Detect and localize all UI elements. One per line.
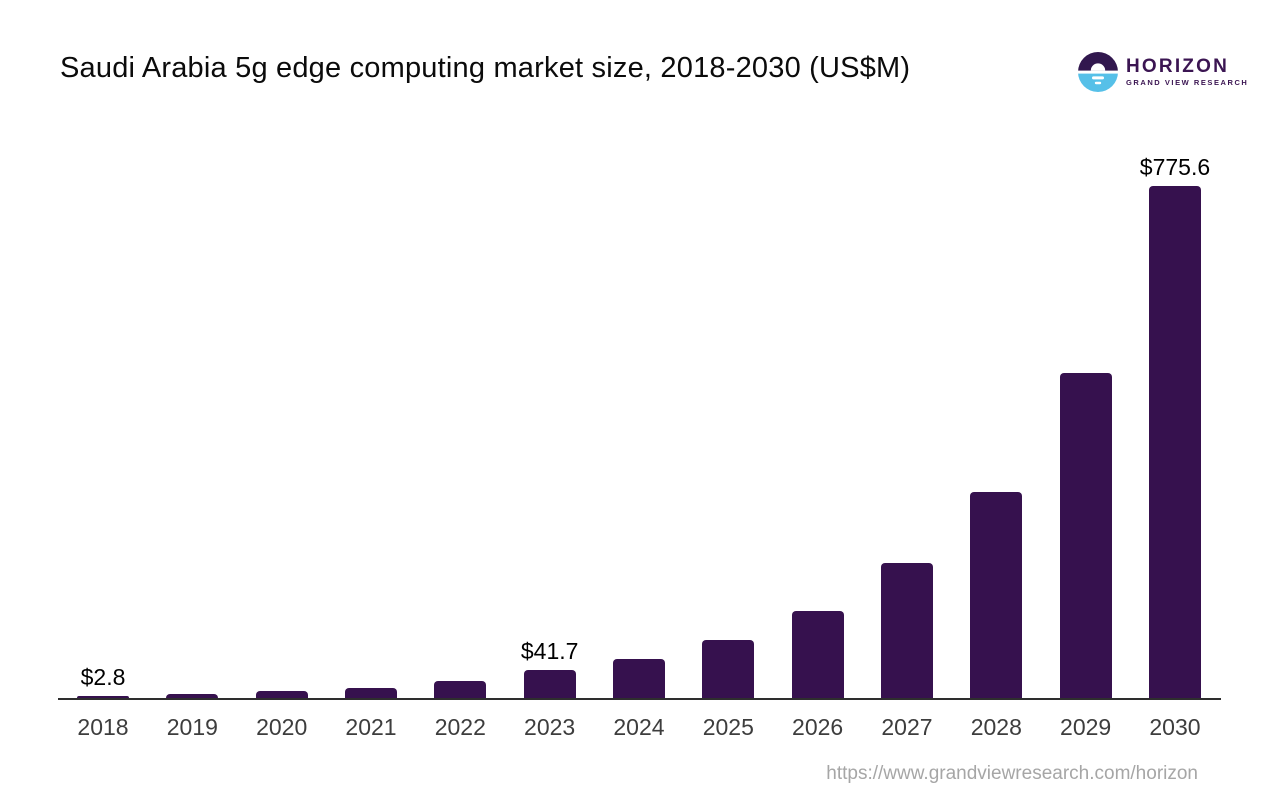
bar-2028: [970, 492, 1023, 698]
x-tick-2025: 2025: [702, 714, 754, 740]
bar-2027: [880, 563, 933, 698]
x-tick-2028: 2028: [970, 714, 1022, 740]
x-tick-2026: 2026: [792, 714, 844, 740]
brand-subtitle: GRAND VIEW RESEARCH: [1126, 78, 1249, 88]
x-axis-line: [58, 698, 1221, 700]
x-tick-2030: 2030: [1149, 714, 1201, 740]
x-tick-2024: 2024: [613, 714, 665, 740]
brand-logo: HORIZON GRAND VIEW RESEARCH: [1078, 52, 1248, 92]
bar-2025: [702, 640, 755, 698]
bar-2019: [166, 694, 219, 698]
x-tick-2018: 2018: [77, 714, 129, 740]
x-tick-2029: 2029: [1060, 714, 1112, 740]
value-label-2023: $41.7: [520, 638, 579, 664]
bar-2024: [612, 659, 665, 698]
x-tick-2020: 2020: [256, 714, 308, 740]
bar-2021: [344, 688, 397, 698]
x-tick-2022: 2022: [434, 714, 486, 740]
x-tick-2019: 2019: [166, 714, 218, 740]
source-url: https://www.grandviewresearch.com/horizo…: [826, 763, 1198, 784]
x-tick-2027: 2027: [881, 714, 933, 740]
chart-title: Saudi Arabia 5g edge computing market si…: [60, 52, 911, 84]
bar-2022: [434, 681, 487, 698]
brand-text-block: HORIZON GRAND VIEW RESEARCH: [1126, 57, 1248, 87]
bar-2020: [255, 691, 308, 698]
value-label-2030: $775.6: [1139, 154, 1211, 180]
brand-name: HORIZON: [1126, 56, 1230, 78]
x-tick-2023: 2023: [524, 714, 576, 740]
bar-2030: [1148, 186, 1201, 698]
bar-2029: [1059, 373, 1112, 698]
value-label-2018: $2.8: [80, 664, 126, 690]
bar-2023: [523, 670, 576, 698]
bar-2026: [791, 611, 844, 698]
horizon-sunrise-icon: [1078, 52, 1118, 92]
bar-2018: [77, 696, 129, 698]
x-tick-2021: 2021: [345, 714, 397, 740]
